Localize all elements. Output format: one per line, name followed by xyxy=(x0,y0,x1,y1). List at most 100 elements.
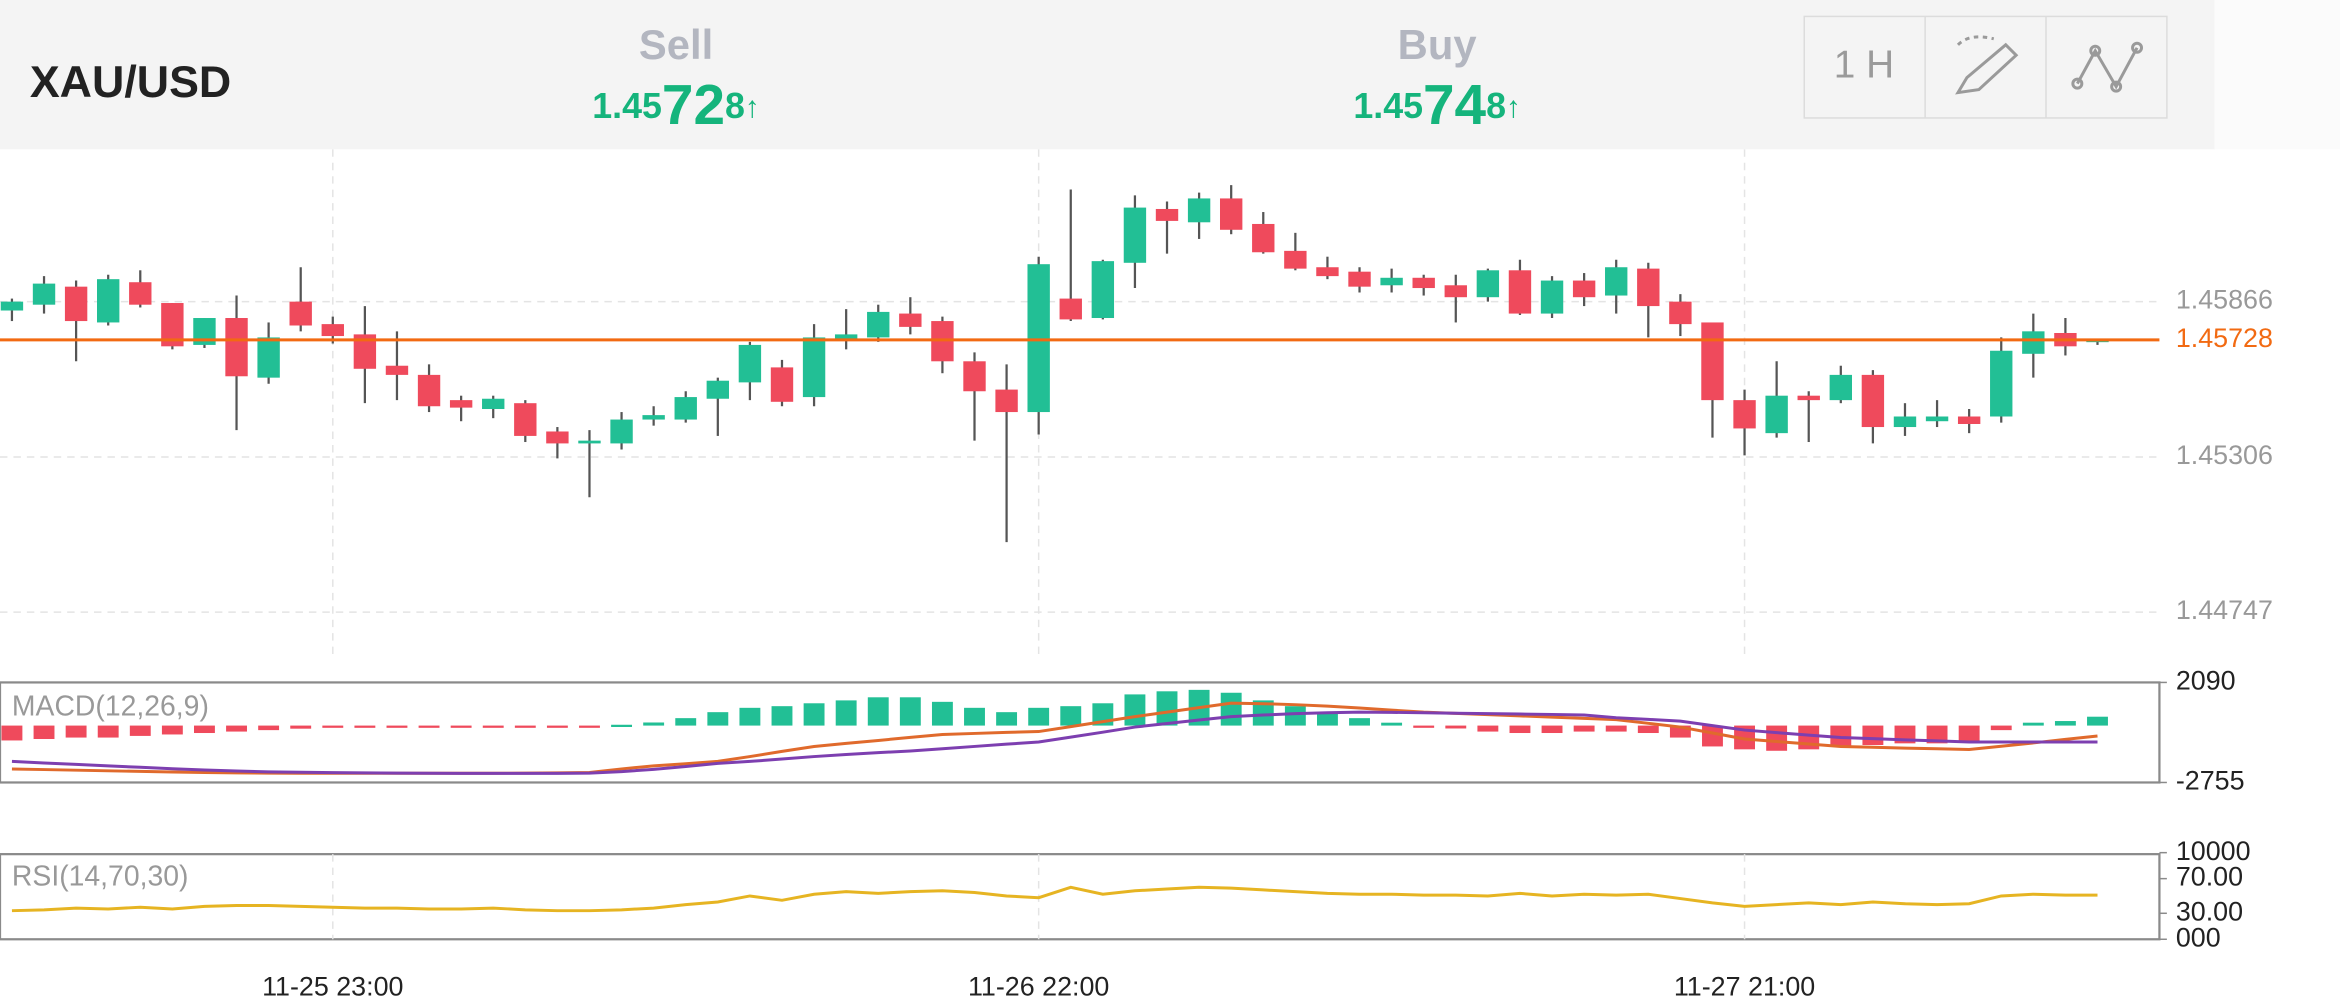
candle-body xyxy=(867,311,890,338)
macd-bar xyxy=(1445,725,1467,729)
candle-body xyxy=(1284,250,1307,269)
macd-bar xyxy=(2087,716,2108,726)
candle-body xyxy=(64,286,88,322)
indicator-icon xyxy=(2076,47,2139,90)
candle-body xyxy=(1348,271,1371,287)
rsi-frame xyxy=(0,853,2161,941)
candle-body xyxy=(995,389,1018,413)
macd-tick-label: -2755 xyxy=(2176,766,2245,796)
candle-body xyxy=(482,398,505,410)
candle-body xyxy=(674,397,697,420)
y-tick-label: 1.44747 xyxy=(2176,595,2273,625)
macd-bar xyxy=(931,701,953,726)
indicator-dot xyxy=(2131,41,2144,54)
macd-bar xyxy=(322,725,344,728)
candle-body xyxy=(1476,270,1500,298)
macd-bar xyxy=(707,712,729,726)
rsi-line xyxy=(11,885,2098,913)
macd-bar xyxy=(258,725,280,731)
candle-body xyxy=(546,431,569,444)
y-tick-label: 1.45306 xyxy=(2176,440,2273,470)
candle-body xyxy=(578,440,601,444)
candle-body xyxy=(1219,198,1243,230)
x-tick-label: 11-25 23:00 xyxy=(262,972,403,999)
candle-body xyxy=(193,318,216,345)
candle-body xyxy=(1605,267,1628,296)
macd-bar xyxy=(835,700,857,726)
indicator-dot xyxy=(2110,80,2123,93)
sell-small: 8 xyxy=(725,86,745,126)
candle-body xyxy=(1091,261,1115,319)
macd-bar xyxy=(611,724,633,727)
macd-bar xyxy=(546,725,568,728)
candle-body xyxy=(610,419,633,444)
macd-bar xyxy=(65,725,87,738)
macd-bar xyxy=(1990,725,2012,731)
indicator-button[interactable] xyxy=(2071,41,2144,93)
macd-bar xyxy=(1862,725,1884,745)
macd-bar xyxy=(2022,722,2044,726)
macd-bar xyxy=(1381,722,1403,726)
timeframe-button[interactable]: 1 H xyxy=(1834,43,1894,86)
macd-bar xyxy=(450,725,472,728)
draw-tool-button[interactable] xyxy=(1955,35,2019,95)
rsi-title: RSI(14,70,30) xyxy=(12,861,189,893)
macd-bar xyxy=(161,725,183,735)
candle-body xyxy=(1829,374,1853,401)
macd-bar xyxy=(1830,725,1852,747)
macd-bar xyxy=(1060,706,1082,726)
macd-bar xyxy=(226,725,247,732)
macd-bar xyxy=(97,725,119,738)
header-edge xyxy=(2214,0,2340,150)
macd-bar xyxy=(1477,725,1499,732)
macd-bar xyxy=(1605,725,1627,732)
macd-bar xyxy=(1669,725,1691,738)
macd-bar xyxy=(194,725,215,734)
candle-body xyxy=(1990,350,2013,417)
macd-bar xyxy=(1,725,23,741)
candle-body xyxy=(1925,416,1949,422)
macd-bar xyxy=(1316,712,1338,726)
candle-body xyxy=(353,334,377,369)
candle-body xyxy=(32,283,56,305)
sell-prefix: 1.45 xyxy=(592,86,662,126)
candle-body xyxy=(1412,277,1435,289)
buy-prefix: 1.45 xyxy=(1353,86,1423,126)
sell-label[interactable]: Sell xyxy=(639,21,713,68)
candle-body xyxy=(1733,400,1756,429)
macd-bar xyxy=(1124,694,1146,726)
candle-body xyxy=(738,344,762,383)
candle-body xyxy=(1701,322,1724,401)
buy-small: 8 xyxy=(1486,86,1506,126)
candle-body xyxy=(899,313,922,327)
candle-body xyxy=(449,400,473,408)
buy-label[interactable]: Buy xyxy=(1398,21,1478,68)
candle-body xyxy=(1957,416,1981,424)
y-tick-label: 1.45866 xyxy=(2176,285,2273,315)
macd-bar xyxy=(1702,725,1723,747)
candle-body xyxy=(1572,280,1596,298)
macd-bar xyxy=(899,697,921,726)
x-tick-label: 11-26 22:00 xyxy=(968,972,1109,999)
candle-body xyxy=(1540,280,1564,314)
rsi-tick-label: 70.00 xyxy=(2176,862,2243,892)
macd-title: MACD(12,26,9) xyxy=(12,690,209,722)
macd-bar xyxy=(579,725,600,728)
current-price-label: 1.45728 xyxy=(2176,323,2273,353)
candle-body xyxy=(1187,198,1211,223)
candle-body xyxy=(161,303,184,347)
macd-bar xyxy=(1573,725,1595,732)
candle-body xyxy=(642,415,665,420)
macd-bar xyxy=(1284,706,1306,726)
buy-price[interactable]: 1.45748↑ xyxy=(1353,74,1521,137)
candle-body xyxy=(1893,416,1917,428)
candle-body xyxy=(1059,298,1082,320)
macd-bar xyxy=(514,725,536,728)
candle-body xyxy=(1637,268,1660,307)
indicator-dot xyxy=(2089,44,2102,57)
sell-price[interactable]: 1.45728↑ xyxy=(592,74,760,137)
candle-body xyxy=(289,301,312,326)
macd-bar xyxy=(354,725,376,728)
macd-bar xyxy=(1156,691,1178,726)
